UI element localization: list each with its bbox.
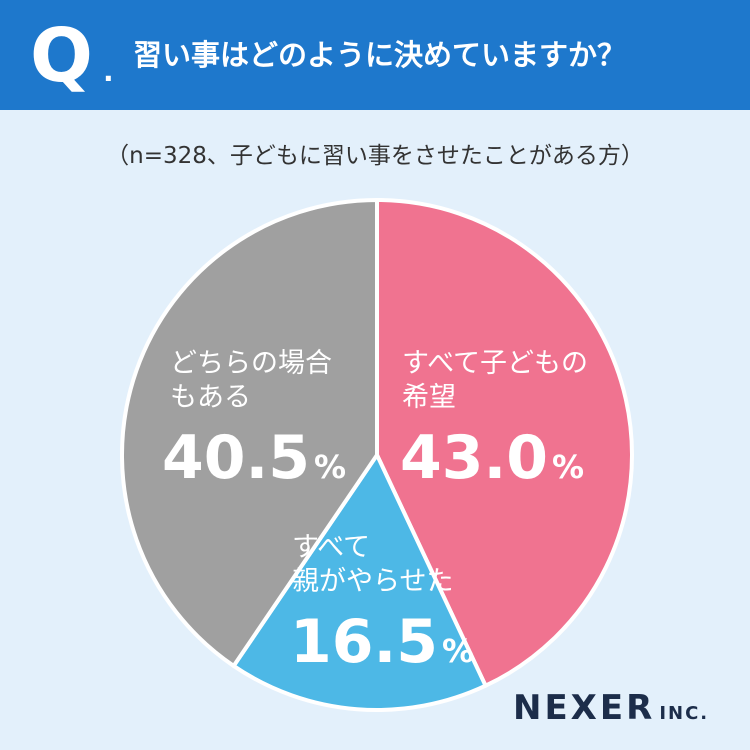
- slice-value-label: 43.0%: [400, 423, 584, 493]
- slice-label-line: すべて子どもの: [402, 348, 588, 379]
- brand-suffix: INC.: [659, 703, 710, 724]
- slice-value-unit: %: [314, 448, 346, 486]
- slice-value-number: 40.5: [162, 423, 310, 493]
- slice-value-unit: %: [442, 632, 474, 670]
- brand-name: NEXER: [513, 688, 656, 728]
- header-bar: Q . 習い事はどのように決めていますか？: [0, 0, 750, 110]
- slice-value-number: 16.5: [290, 607, 438, 677]
- slice-child-wish: [375, 198, 634, 688]
- slice-value-number: 43.0: [400, 423, 548, 493]
- slice-value-label: 40.5%: [162, 423, 346, 493]
- slice-label-line: 希望: [402, 382, 456, 413]
- sample-note: （n=328、子どもに習い事をさせたことがある方）: [106, 143, 644, 169]
- slice-parent-decided: [231, 453, 488, 712]
- q-mark: Q: [30, 13, 93, 99]
- slice-label-line: すべて: [292, 532, 370, 563]
- slice-both: [120, 198, 379, 668]
- slice-label-line: どちらの場合: [170, 348, 332, 379]
- question-title: 習い事はどのように決めていますか？: [133, 38, 627, 72]
- slice-value-label: 16.5%: [290, 607, 474, 677]
- brand-logo: NEXER INC.: [513, 688, 709, 728]
- q-dot: .: [103, 55, 114, 88]
- slice-label-line: 親がやらせた: [292, 566, 453, 597]
- slice-label-line: もある: [170, 382, 251, 413]
- slice-value-unit: %: [552, 448, 584, 486]
